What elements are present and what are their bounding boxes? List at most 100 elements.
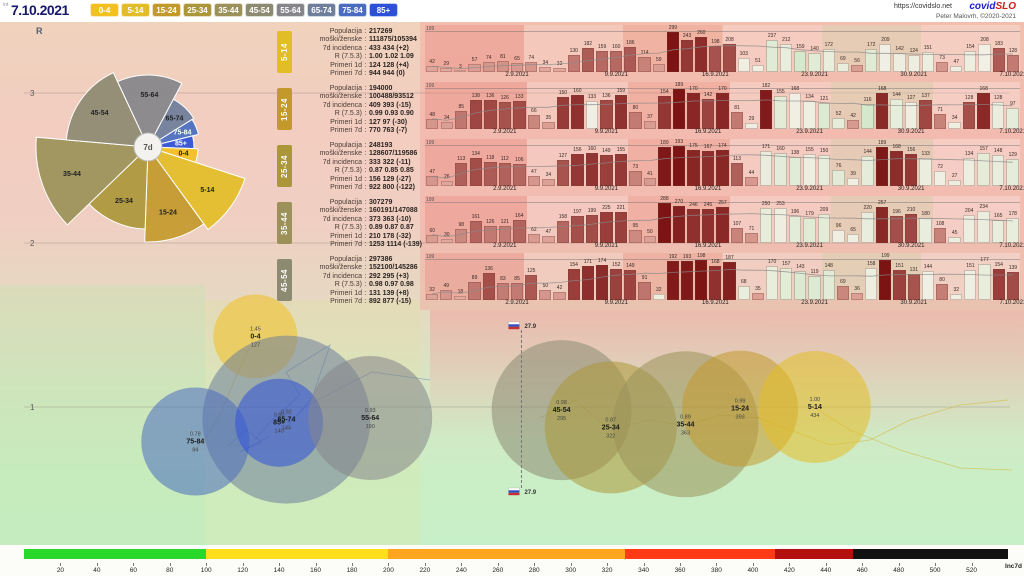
age-button-85+[interactable]: 85+ — [369, 3, 398, 17]
bar-value-label: 189 — [660, 139, 669, 146]
bar-value-label: 154 — [660, 89, 669, 96]
bubble-group-65-74: 65-74 — [277, 417, 295, 424]
stat-colon: : — [364, 289, 367, 297]
bar-slot: 225 — [599, 196, 614, 243]
scale-tick — [570, 563, 572, 566]
bar-chart-35-44[interactable]: 199 60 30 98 161 126 121 164 62 47 158 197 199 225 221… — [425, 196, 1020, 243]
scale-tick — [352, 563, 353, 566]
bar-slot: 170 — [715, 82, 730, 129]
age-button-45-54[interactable]: 45-54 — [245, 3, 274, 17]
bar-slot: 142 — [893, 25, 907, 72]
stat-populacija: Populacija:248193 — [296, 142, 424, 150]
bar-slot: 152 — [609, 253, 623, 300]
avg-curve-45-54 — [432, 269, 1013, 294]
age-button-0-4[interactable]: 0-4 — [90, 3, 119, 17]
bar-value-label: 116 — [863, 97, 872, 104]
bar-chart-45-54[interactable]: 199 32 49 18 89 136 83 85 125 50 42 154 171 174 152 149… — [425, 253, 1020, 300]
scale-tick-label: 480 — [893, 567, 905, 574]
bar-slot: 32 — [949, 253, 963, 300]
bar-5-14-27 — [808, 53, 821, 72]
current-date[interactable]: 7.10.2021 — [11, 2, 69, 18]
stat-primeri_1d: Primeri 1d:127 97 (-30) — [296, 119, 424, 127]
bar-slot: 81 — [730, 82, 745, 129]
bar-value-label: 103 — [739, 51, 748, 58]
bar-45-54-15 — [638, 281, 651, 300]
bar-chart-15-24[interactable]: 199 48 34 85 138 136 126 133 66 35 150 160 133 136 159… — [425, 82, 1020, 129]
bar-5-14-7 — [525, 62, 538, 72]
stat-value: 892 877 (-15) — [369, 298, 412, 306]
stat-incidenca_7d: 7d incidenca:409 393 (-15) — [296, 102, 424, 110]
bar-value-label: 210 — [906, 206, 916, 213]
bar-value-label: 150 — [558, 90, 568, 97]
bar-35-44-20 — [716, 207, 729, 243]
age-button-5-14[interactable]: 5-14 — [121, 3, 150, 17]
bubble-r-25-34: 0.87 — [605, 417, 616, 423]
pie-label-65-74: 65-74 — [166, 116, 184, 123]
bar-35-44-0 — [426, 234, 439, 243]
stat-label: R (7.5.3) — [334, 281, 362, 289]
bar-5-14-41 — [1006, 54, 1019, 72]
bar-chart-25-34[interactable]: 199 47 26 113 134 118 112 106 47 34 127 156 160 149 15… — [425, 139, 1020, 186]
pie-slice-45-54[interactable] — [65, 72, 149, 148]
bar-15-24-36 — [948, 121, 961, 129]
bubble-5-14[interactable] — [758, 351, 871, 463]
age-button-75-84[interactable]: 75-84 — [338, 3, 367, 17]
bar-value-label: 41 — [647, 170, 653, 177]
scale-unit-label: Inc7d — [1005, 563, 1022, 570]
bar-slot: 133 — [585, 82, 600, 129]
bar-value-label: 174 — [718, 142, 727, 149]
bubble-85+[interactable] — [235, 378, 324, 467]
bar-value-label: 69 — [840, 279, 846, 286]
age-button-25-34[interactable]: 25-34 — [183, 3, 212, 17]
stat-value: 0.99 0.93 0.90 — [369, 110, 414, 118]
bar-slot: 121 — [498, 196, 513, 243]
bar-value-label: 32 — [655, 286, 662, 293]
age-button-55-64[interactable]: 55-64 — [276, 3, 305, 17]
pie-slice-25-34[interactable] — [88, 145, 149, 230]
stat-value: 131 139 (+8) — [369, 289, 409, 297]
stat-primeri_1d: Primeri 1d:131 139 (+8) — [296, 290, 424, 298]
bar-value-label: 170 — [767, 258, 777, 265]
pie-slice-65-74[interactable] — [146, 98, 195, 149]
bar-slot: 156 — [904, 139, 919, 186]
bar-slot: 29 — [744, 82, 759, 129]
reference-line — [425, 202, 1020, 203]
reference-line-label: 199 — [426, 197, 435, 203]
bubble-55-64[interactable] — [308, 356, 433, 480]
bubble-inc-65-74: 144 — [282, 426, 291, 432]
bar-45-54-29 — [836, 286, 849, 300]
bar-5-14-8 — [539, 67, 552, 72]
bar-45-54-4 — [482, 272, 495, 300]
bar-35-44-10 — [571, 215, 584, 243]
pie-slice-5-14[interactable] — [146, 146, 246, 231]
pie-slice-55-64[interactable] — [116, 74, 183, 149]
bar-value-label: 3 — [459, 64, 462, 70]
age-button-65-74[interactable]: 65-74 — [307, 3, 336, 17]
bar-slot: 34 — [947, 82, 962, 129]
stat-primeri_1d: Primeri 1d:124 128 (+4) — [296, 62, 424, 70]
pie-slice-15-24[interactable] — [144, 145, 205, 243]
bar-slot: 170 — [765, 253, 779, 300]
bar-slot: 204 — [962, 196, 977, 243]
bubble-75-84[interactable] — [141, 387, 250, 496]
row-stats-25-34: Populacija:248193 moški/ženske:128607/119… — [296, 142, 424, 192]
bar-chart-5-14[interactable]: 199 42 29 3 57 74 81 65 74 34 32 130 182 159 160 186 114… — [425, 25, 1020, 72]
bar-value-label: 142 — [703, 91, 713, 98]
pie-slice-35-44[interactable] — [35, 136, 150, 226]
site-url[interactable]: https://covidslo.net — [894, 3, 952, 10]
bar-25-34-11 — [585, 152, 599, 186]
bar-35-44-14 — [629, 229, 642, 243]
bar-5-14-18 — [680, 39, 694, 72]
bar-5-14-25 — [780, 43, 793, 72]
age-button-15-24[interactable]: 15-24 — [152, 3, 181, 17]
bar-45-54-25 — [780, 268, 793, 300]
stat-label: Primeri 1d — [330, 232, 362, 240]
date-label: 9.9.2021 — [594, 243, 619, 249]
bar-slot: 128 — [962, 82, 977, 129]
bar-25-34-5 — [498, 162, 512, 186]
bar-45-54-27 — [808, 276, 821, 300]
age-button-35-44[interactable]: 35-44 — [214, 3, 243, 17]
bar-25-34-28 — [832, 170, 845, 186]
row-chip-label: 35-44 — [280, 211, 289, 235]
